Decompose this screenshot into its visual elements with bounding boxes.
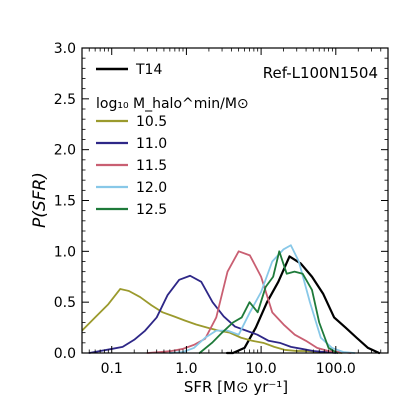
series-line-11-0	[88, 274, 337, 354]
legend-label: 11.0	[136, 136, 167, 152]
y-tick-label: 3.0	[54, 41, 76, 57]
series-line-t14	[225, 255, 381, 355]
legend-label: T14	[135, 62, 162, 78]
legend-label: 12.0	[136, 180, 167, 196]
x-tick-label: 10.0	[246, 361, 277, 377]
legend-label: 12.5	[136, 202, 167, 218]
y-axis-label: P(SFR)	[30, 172, 50, 228]
series-line-10-5	[82, 288, 343, 354]
legend-label: 10.5	[136, 114, 167, 130]
x-tick-label: 0.1	[101, 361, 123, 377]
series-line-12-5	[198, 250, 339, 354]
x-axis-label: SFR [M⊙ yr⁻¹]	[184, 378, 288, 396]
y-tick-label: 1.0	[54, 244, 76, 260]
x-tick-label: 100.0	[316, 361, 356, 377]
series-line-11-5	[146, 250, 352, 354]
legend-header: log₁₀ M_halo^min/M⊙	[96, 96, 249, 112]
y-tick-label: 1.5	[54, 194, 76, 210]
y-tick-label: 2.0	[54, 143, 76, 159]
y-tick-label: 0.5	[54, 295, 76, 311]
y-tick-label: 0.0	[54, 346, 76, 362]
legend-label: 11.5	[136, 158, 167, 174]
series-line-12-0	[168, 244, 356, 354]
simulation-annotation: Ref-L100N1504	[263, 64, 378, 82]
y-tick-label: 2.5	[54, 92, 76, 108]
plot-frame	[81, 47, 389, 354]
x-tick-label: 1.0	[175, 361, 197, 377]
